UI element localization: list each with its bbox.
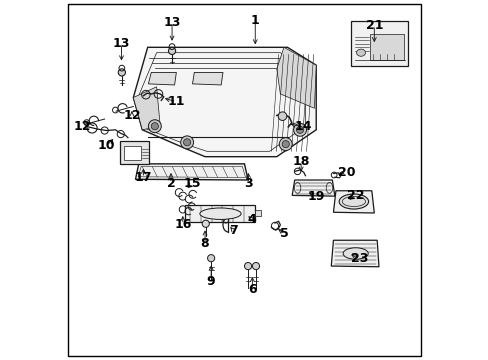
Ellipse shape xyxy=(343,248,367,259)
Text: 20: 20 xyxy=(337,166,355,179)
Circle shape xyxy=(151,123,158,130)
Text: 7: 7 xyxy=(229,224,238,238)
Polygon shape xyxy=(192,72,223,85)
Polygon shape xyxy=(148,72,176,85)
Text: 12: 12 xyxy=(123,109,141,122)
Polygon shape xyxy=(292,180,334,196)
Text: 21: 21 xyxy=(365,19,382,32)
Polygon shape xyxy=(276,47,316,108)
Text: 23: 23 xyxy=(350,252,367,265)
Circle shape xyxy=(252,262,259,270)
Circle shape xyxy=(118,69,125,76)
Text: 15: 15 xyxy=(183,177,201,190)
Text: 5: 5 xyxy=(279,226,288,239)
Text: 3: 3 xyxy=(244,177,253,190)
Text: 2: 2 xyxy=(166,177,175,190)
Polygon shape xyxy=(330,240,378,267)
Polygon shape xyxy=(135,164,247,180)
Circle shape xyxy=(296,126,303,134)
Circle shape xyxy=(183,139,190,146)
Text: 17: 17 xyxy=(134,171,152,184)
Ellipse shape xyxy=(200,208,241,220)
Polygon shape xyxy=(185,205,255,222)
Ellipse shape xyxy=(356,49,365,56)
FancyBboxPatch shape xyxy=(351,22,407,66)
Circle shape xyxy=(279,138,292,150)
Text: 1: 1 xyxy=(250,14,259,27)
Text: 8: 8 xyxy=(201,237,209,250)
Ellipse shape xyxy=(339,194,368,209)
Text: 13: 13 xyxy=(113,37,130,50)
Text: 9: 9 xyxy=(206,275,215,288)
Text: 19: 19 xyxy=(307,190,324,203)
Text: 13: 13 xyxy=(163,16,181,29)
Bar xyxy=(369,34,403,60)
Circle shape xyxy=(207,255,214,262)
Circle shape xyxy=(148,120,161,133)
Bar xyxy=(124,146,140,160)
FancyBboxPatch shape xyxy=(120,141,149,163)
Text: 16: 16 xyxy=(174,218,191,231)
Text: 11: 11 xyxy=(167,95,185,108)
Polygon shape xyxy=(333,191,373,213)
Circle shape xyxy=(244,262,251,270)
Text: 4: 4 xyxy=(247,213,256,226)
Circle shape xyxy=(168,47,175,54)
Circle shape xyxy=(202,220,209,227)
Circle shape xyxy=(282,140,289,148)
Text: 18: 18 xyxy=(292,155,309,168)
Circle shape xyxy=(278,112,286,121)
Circle shape xyxy=(293,123,306,136)
Polygon shape xyxy=(133,87,160,130)
Polygon shape xyxy=(133,47,316,157)
Text: 14: 14 xyxy=(294,121,312,134)
Polygon shape xyxy=(255,211,260,216)
Text: 10: 10 xyxy=(98,139,115,152)
Text: 6: 6 xyxy=(247,283,256,296)
Text: 22: 22 xyxy=(346,189,364,202)
Text: 12: 12 xyxy=(74,120,91,133)
Circle shape xyxy=(180,136,193,149)
